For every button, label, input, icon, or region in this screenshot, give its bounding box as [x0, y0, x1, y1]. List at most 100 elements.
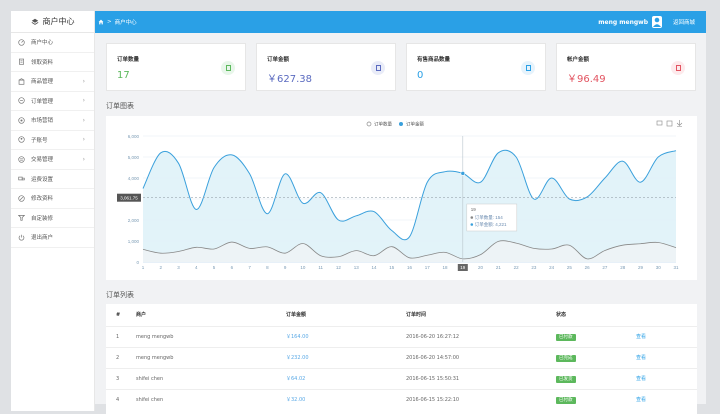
- sidebar-item-label: 退出商户: [31, 235, 54, 242]
- order-chart[interactable]: 01,0002,0003,0004,0005,0006,000123456789…: [106, 116, 697, 280]
- dashboard-icon: [18, 39, 25, 46]
- x-tick-label: 7: [248, 265, 251, 270]
- order-amount-card[interactable]: 订单金额 ￥627.38: [256, 43, 396, 91]
- back-to-mall-link[interactable]: 返回商城: [672, 20, 695, 26]
- chevron-right-icon: ›: [82, 155, 85, 163]
- legend-marker-count[interactable]: [366, 121, 372, 127]
- username[interactable]: meng mengwb: [598, 18, 648, 26]
- main-content: 订单数量 17 订单金额 ￥627.38 有售商品数量 0 帐户金额 ￥96.49 订单图表 …: [95, 33, 706, 414]
- row-merchant: meng mengwb: [136, 325, 286, 347]
- sidebar-item-sub-account[interactable]: 子账号 ›: [11, 131, 94, 150]
- home-icon[interactable]: [98, 19, 104, 25]
- series-area-count: [143, 240, 676, 262]
- average-label-bg: [117, 193, 141, 202]
- sidebar: 商户中心 商户中心 领取资料 商品管理 › 订单管理 › 市场营销 › 子账号 › 交易管理 › 运费设…: [11, 11, 95, 411]
- stat-title: 订单数量: [117, 57, 140, 63]
- series-line-amount[interactable]: [142, 149, 677, 241]
- sidebar-item-transaction-management[interactable]: 交易管理 ›: [11, 150, 94, 170]
- sidebar-item-merchant-center[interactable]: 商户中心: [11, 33, 94, 53]
- row-time: 2016-06-15 15:22:10: [406, 388, 556, 410]
- stat-value: 17: [117, 70, 130, 81]
- order-count-card[interactable]: 订单数量 17: [106, 43, 246, 91]
- order-icon: [18, 97, 25, 104]
- brand[interactable]: 商户中心: [11, 11, 94, 33]
- x-tick-label: 8: [266, 265, 269, 270]
- view-order-link[interactable]: 查看: [636, 355, 647, 361]
- account-balance-card[interactable]: 帐户金额 ￥96.49: [556, 43, 696, 91]
- table-section-title: 订单列表: [106, 291, 134, 299]
- sidebar-item-order-management[interactable]: 订单管理 ›: [11, 92, 94, 111]
- row-number: 2: [106, 346, 136, 368]
- sidebar-item-label: 领取资料: [31, 59, 54, 66]
- view-order-link[interactable]: 查看: [636, 334, 647, 340]
- average-label: 3,061.75: [120, 195, 138, 200]
- x-tick-label: 13: [354, 265, 360, 270]
- tooltip-line-count: 订单数量: 154: [475, 214, 504, 221]
- breadcrumb-current[interactable]: 商户中心: [114, 20, 137, 26]
- legend-marker-amount[interactable]: [399, 122, 403, 126]
- x-tick-label: 4: [195, 265, 198, 270]
- megaphone-icon: [18, 117, 25, 124]
- x-tick-label: 18: [443, 265, 449, 270]
- chart-section-title: 订单图表: [106, 102, 134, 110]
- sidebar-item-logout-merchant[interactable]: 退出商户: [11, 228, 94, 248]
- sidebar-item-label: 自定装修: [31, 215, 54, 222]
- highlight-point[interactable]: [460, 171, 466, 176]
- status-badge: 已发货: [556, 375, 576, 383]
- user-menu[interactable]: meng mengwb: [598, 16, 662, 28]
- goods-on-sale-card[interactable]: 有售商品数量 0: [406, 43, 546, 91]
- stat-value: ￥627.38: [267, 74, 312, 85]
- x-tick-label: 10: [300, 265, 306, 270]
- brand-title: 商户中心: [42, 17, 75, 26]
- sidebar-item-edit-profile[interactable]: 修改资料: [11, 189, 94, 209]
- stat-icon: [221, 61, 235, 75]
- tooltip-box: [466, 203, 518, 232]
- sidebar-item-marketing[interactable]: 市场营销 ›: [11, 111, 94, 131]
- x-tick-label: 20: [478, 265, 484, 270]
- row-number: 1: [106, 325, 136, 347]
- topbar: > 商户中心 meng mengwb 返回商城: [95, 11, 706, 33]
- data-view-icon[interactable]: [656, 120, 663, 126]
- x-tick-label: 6: [231, 265, 234, 270]
- view-order-link[interactable]: 查看: [636, 397, 647, 404]
- x-tick-label: 19: [460, 265, 466, 270]
- chart-panel: 01,0002,0003,0004,0005,0006,000123456789…: [106, 116, 697, 280]
- sidebar-item-custom-decoration[interactable]: 自定装修: [11, 209, 94, 228]
- x-tick-label: 15: [389, 265, 395, 270]
- breadcrumb: > 商户中心: [98, 18, 137, 26]
- stat-title: 订单金额: [267, 57, 290, 63]
- order-table: # 商户 订单金额 订单时间 状态 1 meng mengwb ￥164.00 201…: [106, 304, 697, 410]
- row-merchant: shifei chen: [136, 367, 286, 389]
- legend-label-count: 订单数量: [374, 121, 392, 128]
- sidebar-item-label: 交易管理: [31, 157, 54, 164]
- stat-value: 0: [417, 70, 424, 81]
- sidebar-item-get-materials[interactable]: 领取资料: [11, 53, 94, 72]
- layers-icon: [31, 18, 38, 25]
- status-badge: 已付款: [556, 396, 576, 404]
- zoom-icon[interactable]: [666, 120, 673, 127]
- user-avatar-icon: [653, 17, 661, 27]
- legend-label-amount: 订单金额: [406, 121, 424, 128]
- x-tick-label: 11: [318, 265, 323, 270]
- y-tick-label: 5,000: [128, 155, 140, 160]
- table-row: 3 shifei chen ￥64.02 2016-06-15 15:50:31 已发货…: [106, 367, 697, 389]
- tooltip-line-amount: 订单金额: 4,221: [475, 221, 507, 228]
- row-amount: ￥64.02: [286, 367, 406, 389]
- sidebar-item-label: 市场营销: [31, 118, 54, 125]
- avatar[interactable]: [652, 16, 662, 28]
- x-tick-label: 2: [160, 265, 163, 270]
- x-tick-label: 16: [407, 265, 413, 270]
- download-icon[interactable]: [676, 120, 683, 127]
- view-order-link[interactable]: 查看: [636, 376, 647, 382]
- x-tick-label: 23: [531, 265, 537, 270]
- sidebar-item-product-management[interactable]: 商品管理 ›: [11, 72, 94, 92]
- x-tick-label: 17: [425, 265, 431, 270]
- sidebar-item-shipping-settings[interactable]: 运费设置: [11, 170, 94, 189]
- sidebar-item-label: 商品管理: [31, 79, 54, 86]
- series-line-count[interactable]: [142, 240, 677, 260]
- stat-title: 有售商品数量: [417, 57, 451, 63]
- x-tick-label: 30: [656, 265, 662, 270]
- x-tick-label: 9: [284, 265, 287, 270]
- status-badge: 已完成: [556, 354, 576, 362]
- row-number: 4: [106, 388, 136, 410]
